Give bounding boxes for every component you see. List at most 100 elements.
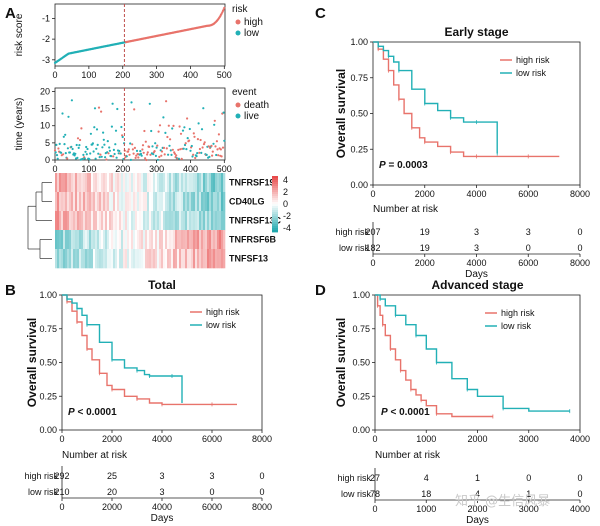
survival-time-point — [203, 141, 206, 144]
heatmap-cell — [99, 173, 102, 193]
km_early-xlabel: Days — [465, 269, 488, 280]
heatmap-gene-label: TNFRSF6B — [229, 235, 277, 245]
heatmap-cell — [85, 230, 88, 250]
survival-time-point — [85, 153, 88, 156]
heatmap-cell — [211, 230, 214, 250]
km_advanced-legend-high-label: high risk — [501, 308, 535, 318]
colorbar-segment — [272, 182, 278, 185]
heatmap-cell — [171, 249, 174, 269]
heatmap-cell — [111, 211, 114, 231]
survival-time-point — [129, 158, 132, 161]
heatmap-cell — [177, 249, 180, 269]
survival-time-point — [67, 115, 70, 118]
survival-time-point — [146, 151, 149, 154]
heatmap-cell — [143, 173, 146, 193]
heatmap-cell — [187, 230, 190, 250]
colorbar-tick-label: -2 — [283, 211, 291, 221]
km_total-xtick-label: 2000 — [102, 434, 122, 444]
km_advanced-risk-xtick-label: 3000 — [519, 504, 539, 514]
survival-time-point — [99, 153, 102, 156]
heatmap-cell — [205, 249, 208, 269]
heatmap-gene-label: TNFRSF13C — [229, 216, 282, 226]
heatmap-gene-label: TNFSF13 — [229, 254, 268, 264]
survival-time-point — [188, 127, 191, 131]
km_early-risk-xtick-label: 8000 — [570, 258, 590, 268]
heatmap-cell — [83, 192, 86, 212]
km_total-risk-count: 3 — [159, 471, 164, 481]
survival-time-point — [165, 147, 168, 150]
heatmap-cell — [109, 173, 112, 193]
survival-time-point — [105, 158, 108, 161]
survival-time-point — [160, 154, 163, 157]
heatmap-cell — [133, 230, 136, 250]
panel-label-d: D — [315, 282, 326, 299]
heatmap-cell — [149, 192, 152, 212]
survival-time-point — [78, 144, 81, 147]
heatmap-cell — [111, 230, 114, 250]
km_total-risk-count: 292 — [54, 471, 69, 481]
survival-time-point — [151, 145, 154, 148]
survival-time-point — [186, 117, 189, 120]
km_early-ytick-label: 0.75 — [350, 73, 368, 83]
heatmap-cell — [91, 230, 94, 250]
survival-time-point — [142, 151, 145, 154]
heatmap-cell — [109, 211, 112, 231]
heatmap-cell — [147, 211, 150, 231]
heatmap-cell — [135, 230, 138, 250]
survival-time-point — [113, 152, 116, 156]
survival-time-point — [92, 150, 95, 153]
km_total-risk-count: 3 — [209, 471, 214, 481]
heatmap-cell — [197, 211, 200, 231]
km_early-ytick-label: 0.50 — [350, 109, 368, 119]
heatmap-cell — [195, 192, 198, 212]
heatmap-cell — [85, 173, 88, 193]
heatmap-cell — [157, 173, 160, 193]
km_early-risk-table-title: Number at risk — [373, 204, 439, 215]
heatmap-cell — [203, 192, 206, 212]
km_total-risk-count: 0 — [209, 487, 214, 497]
heatmap-cell — [199, 230, 202, 250]
heatmap-cell — [161, 230, 164, 250]
km_early-risk-count: 0 — [526, 243, 531, 253]
survival-time-point — [197, 122, 200, 125]
colorbar-segment — [272, 188, 278, 191]
heatmap-cell — [215, 211, 218, 231]
heatmap-cell — [197, 230, 200, 250]
survival-time-point — [202, 107, 205, 110]
heatmap-cell — [71, 192, 74, 212]
heatmap-cell — [221, 249, 224, 269]
colorbar-tick-label: 2 — [283, 187, 288, 197]
heatmap-cell — [107, 230, 110, 250]
km_advanced-risk-count: 0 — [577, 489, 582, 499]
km_total-risk-table-title: Number at risk — [62, 450, 128, 461]
heatmap-cell — [107, 192, 110, 212]
heatmap-cell — [121, 249, 124, 269]
km_total-risk-xtick-label: 4000 — [152, 502, 172, 512]
survival-time-point — [160, 150, 164, 153]
heatmap-cell — [127, 211, 130, 231]
km_total-ytick-label: 1.00 — [39, 290, 57, 300]
heatmap-cell — [175, 230, 178, 250]
heatmap-cell — [145, 249, 148, 269]
survival-time-point — [79, 138, 82, 142]
heatmap-cell — [199, 211, 202, 231]
heatmap-cell — [61, 249, 64, 269]
survival-time-point — [76, 156, 79, 159]
heatmap-cell — [167, 249, 170, 269]
heatmap-cell — [193, 211, 196, 231]
km_early-risk-xtick-label: 6000 — [518, 258, 538, 268]
survival-time-point — [169, 138, 172, 141]
heatmap-cell — [179, 230, 182, 250]
survival-time-point — [171, 148, 174, 151]
colorbar-segment — [272, 206, 278, 209]
heatmap-cell — [97, 249, 100, 269]
survival-time-point — [121, 134, 124, 137]
heatmap-cell — [93, 211, 96, 231]
km_early-p-symbol: P — [379, 160, 386, 171]
heatmap-cell — [125, 192, 128, 212]
heatmap-cell — [143, 211, 146, 231]
km_advanced-curve-low — [375, 294, 570, 412]
heatmap-cell — [139, 173, 142, 193]
heatmap-cell — [193, 249, 196, 269]
survival-time-point — [135, 154, 138, 157]
